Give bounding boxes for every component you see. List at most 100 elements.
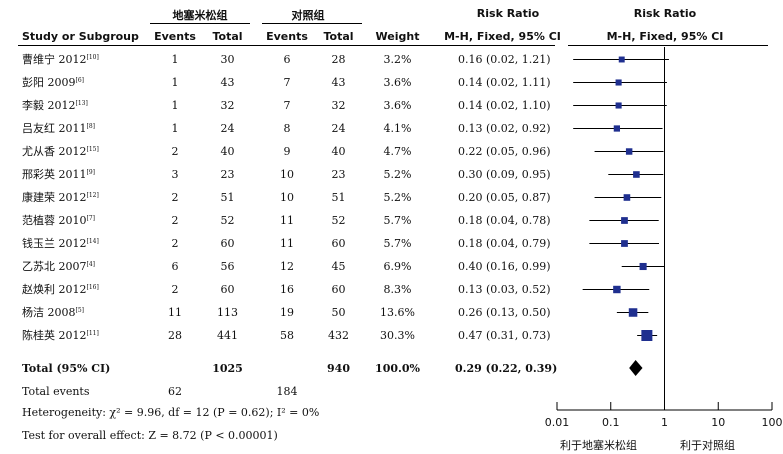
total-exp: 23 — [220, 168, 235, 181]
events-ctl: 16 — [280, 283, 294, 296]
events-ctl: 6 — [283, 53, 291, 66]
study-box — [613, 125, 621, 132]
plot-method-header: M-H, Fixed, 95% CI — [606, 30, 724, 43]
total-exp: 24 — [220, 122, 235, 135]
total-weight: 100.0% — [375, 362, 420, 375]
events-exp: 3 — [171, 168, 179, 181]
events-ctl: 11 — [280, 237, 294, 250]
total-ctl: 51 — [331, 191, 346, 204]
study-weight: 5.2% — [383, 191, 412, 204]
total-ctl: 24 — [331, 122, 346, 135]
x-tick-label: 0.1 — [602, 416, 620, 429]
events-ctl: 7 — [283, 99, 291, 112]
rr-method-header: M-H, Fixed, 95% CI — [444, 30, 561, 43]
study-name: 康建荣 2012[12] — [22, 186, 99, 209]
heterogeneity-text: Heterogeneity: χ² = 9.96, df = 12 (P = 0… — [22, 406, 320, 419]
study-box — [633, 171, 640, 178]
table-row: 乙苏北 2007[4] 6 56 12 45 6.9% 0.40 (0.16, 0.99) — [0, 255, 783, 278]
study-name-text: 彭阳 2009 — [22, 76, 76, 89]
total-ctl: 45 — [331, 260, 346, 273]
table-row: 邢彩英 2011[9] 3 23 10 23 5.2% 0.30 (0.09, 0.95) — [0, 163, 783, 186]
x-tick-label: 0.01 — [545, 416, 570, 429]
study-name-text: 赵焕利 2012 — [22, 283, 87, 296]
study-name: 范植蓉 2010[7] — [22, 209, 95, 232]
study-name-text: 陈桂英 2012 — [22, 329, 87, 342]
total-ctl: 60 — [331, 283, 346, 296]
table-row: 赵焕利 2012[16] 2 60 16 60 8.3% 0.13 (0.03, 0.52) — [0, 278, 783, 301]
study-box — [621, 217, 628, 224]
study-weight: 6.9% — [383, 260, 412, 273]
plot-title-header: Risk Ratio — [633, 7, 697, 20]
study-name-text: 邢彩英 2011 — [22, 168, 87, 181]
study-ref: [16] — [86, 284, 99, 291]
events-exp: 11 — [168, 306, 182, 319]
study-box — [613, 285, 621, 294]
events-exp: 1 — [171, 53, 179, 66]
total-row: Total (95% CI) 1025 940 100.0% 0.29 (0.2… — [0, 357, 783, 380]
table-row: 曹维宁 2012[10] 1 30 6 28 3.2% 0.16 (0.02, 1.21) — [0, 48, 783, 71]
study-weight: 5.7% — [383, 237, 412, 250]
study-rr-ci: 0.13 (0.03, 0.52) — [458, 283, 551, 296]
study-rr-ci: 0.47 (0.31, 0.73) — [458, 329, 551, 342]
study-rr-ci: 0.16 (0.02, 1.21) — [458, 53, 551, 66]
study-rr-ci: 0.22 (0.05, 0.96) — [458, 145, 551, 158]
group-ctl-underline — [262, 23, 362, 24]
study-weight: 4.7% — [383, 145, 412, 158]
events-ctl: 12 — [280, 260, 294, 273]
total-exp: 441 — [217, 329, 238, 342]
study-rr-ci: 0.13 (0.02, 0.92) — [458, 122, 551, 135]
total-exp: 32 — [220, 99, 235, 112]
events-ctl: 9 — [283, 145, 291, 158]
total2-header: Total — [323, 30, 354, 43]
total-exp: 113 — [217, 306, 238, 319]
study-ref: [13] — [75, 100, 88, 107]
study-name: 乙苏北 2007[4] — [22, 255, 95, 278]
study-name: 邢彩英 2011[9] — [22, 163, 95, 186]
study-name: 吕友红 2011[8] — [22, 117, 95, 140]
events-exp: 2 — [171, 237, 179, 250]
study-name: 彭阳 2009[6] — [22, 71, 84, 94]
total-ctl: 50 — [331, 306, 346, 319]
study-ref: [11] — [86, 330, 99, 337]
study-weight: 3.2% — [383, 53, 412, 66]
study-name: 钱玉兰 2012[14] — [22, 232, 99, 255]
study-rr-ci: 0.20 (0.05, 0.87) — [458, 191, 551, 204]
study-rr-ci: 0.18 (0.04, 0.79) — [458, 237, 551, 250]
group-exp-underline — [150, 23, 250, 24]
x-tick-label: 10 — [711, 416, 725, 429]
total-events-e1: 62 — [168, 385, 182, 398]
study-ref: [14] — [86, 238, 99, 245]
total-ctl: 28 — [331, 53, 346, 66]
events-ctl: 8 — [283, 122, 291, 135]
events2-header: Events — [266, 30, 308, 43]
x-tick-label: 1 — [661, 416, 668, 429]
events-ctl: 58 — [280, 329, 294, 342]
study-name-text: 吕友红 2011 — [22, 122, 87, 135]
study-weight: 3.6% — [383, 76, 412, 89]
favours-left-label: 利于地塞米松组 — [560, 439, 637, 452]
study-name: 曹维宁 2012[10] — [22, 48, 99, 71]
events-exp: 28 — [168, 329, 182, 342]
total-ctl: 32 — [331, 99, 346, 112]
events-exp: 2 — [171, 283, 179, 296]
total-exp: 51 — [220, 191, 235, 204]
events-ctl: 10 — [280, 168, 294, 181]
events-ctl: 11 — [280, 214, 294, 227]
total-t2: 940 — [327, 362, 350, 375]
study-col-header: Study or Subgroup — [22, 30, 139, 43]
total-ctl: 52 — [331, 214, 346, 227]
study-rr-ci: 0.14 (0.02, 1.10) — [458, 99, 551, 112]
study-rr-ci: 0.40 (0.16, 0.99) — [458, 260, 551, 273]
total-exp: 43 — [220, 76, 235, 89]
header-rule-right — [568, 45, 768, 46]
study-name-text: 乙苏北 2007 — [22, 260, 87, 273]
study-ref: [8] — [86, 123, 96, 130]
events-exp: 2 — [171, 145, 179, 158]
total-exp: 60 — [220, 283, 235, 296]
favours-right-label: 利于对照组 — [680, 439, 735, 452]
study-name: 尤从香 2012[15] — [22, 140, 99, 163]
study-name-text: 李毅 2012 — [22, 99, 76, 112]
events-exp: 1 — [171, 76, 179, 89]
study-box — [625, 148, 633, 155]
